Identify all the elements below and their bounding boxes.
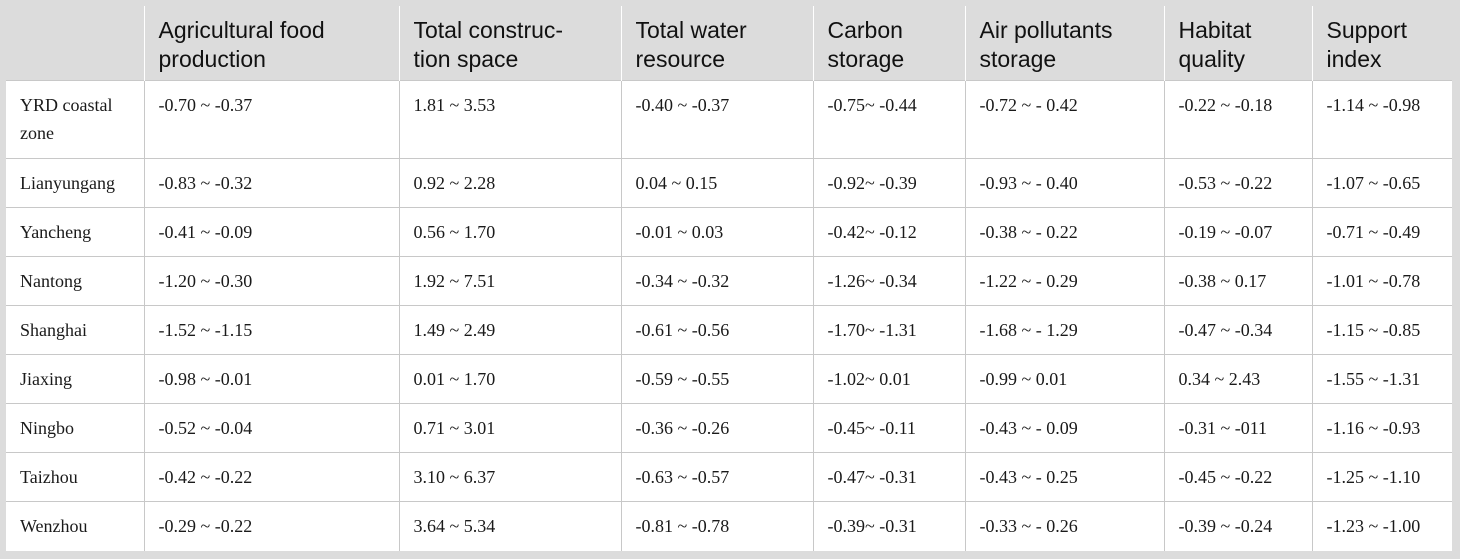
table-cell: -0.71 ~ -0.49 <box>1311 206 1452 257</box>
table-cell: -0.98 ~ -0.01 <box>143 354 399 404</box>
table-cell: -0.45 ~ -0.22 <box>1163 452 1312 502</box>
table-cell: -0.43 ~ - 0.25 <box>964 452 1164 502</box>
table-cell: -0.52 ~ -0.04 <box>143 403 399 453</box>
table-cell: -1.02~ 0.01 <box>812 354 965 404</box>
table-cell: 0.01 ~ 1.70 <box>398 354 621 404</box>
table-cell: -0.19 ~ -0.07 <box>1163 206 1312 257</box>
table-cell: -0.53 ~ -0.22 <box>1163 157 1312 208</box>
table-cell: 0.71 ~ 3.01 <box>398 403 621 453</box>
table-row: YRD coastal zone -0.70 ~ -0.37 1.81 ~ 3.… <box>6 80 1452 159</box>
table-row: Shanghai -1.52 ~ -1.15 1.49 ~ 2.49 -0.61… <box>6 305 1452 355</box>
table-cell: -1.07 ~ -0.65 <box>1311 157 1452 208</box>
table-cell: -0.39 ~ -0.24 <box>1163 501 1312 551</box>
table-cell: -0.38 ~ - 0.22 <box>964 206 1164 257</box>
table-cell: -1.15 ~ -0.85 <box>1311 305 1452 355</box>
table-cell: -0.33 ~ - 0.26 <box>964 501 1164 551</box>
table-cell: -0.63 ~ -0.57 <box>620 452 813 502</box>
header-cell-air-pollutants-storage: Air pollutants storage <box>964 6 1164 81</box>
row-label-cell: Nantong <box>6 255 144 306</box>
table-cell: -0.92~ -0.39 <box>812 157 965 208</box>
table-cell: -1.14 ~ -0.98 <box>1311 80 1452 159</box>
table-cell: 1.92 ~ 7.51 <box>398 255 621 306</box>
table-cell: -1.23 ~ -1.00 <box>1311 501 1452 551</box>
table-cell: -0.42~ -0.12 <box>812 206 965 257</box>
row-label-cell: Lianyungang <box>6 157 144 208</box>
table-cell: 0.56 ~ 1.70 <box>398 206 621 257</box>
table-cell: -1.26~ -0.34 <box>812 255 965 306</box>
table-cell: -0.01 ~ 0.03 <box>620 206 813 257</box>
table-cell: -0.29 ~ -0.22 <box>143 501 399 551</box>
table-header: Agricultural food production Total constr… <box>6 6 1452 81</box>
header-cell-total-water-resource: Total water resource <box>620 6 813 81</box>
table-row: Wenzhou -0.29 ~ -0.22 3.64 ~ 5.34 -0.81 … <box>6 501 1452 551</box>
table-cell: -0.41 ~ -0.09 <box>143 206 399 257</box>
table-row: Jiaxing -0.98 ~ -0.01 0.01 ~ 1.70 -0.59 … <box>6 354 1452 404</box>
table-cell: -0.22 ~ -0.18 <box>1163 80 1312 159</box>
table-cell: 1.81 ~ 3.53 <box>398 80 621 159</box>
header-cell-support-index: Support index <box>1311 6 1452 81</box>
table-cell: 1.49 ~ 2.49 <box>398 305 621 355</box>
row-label-cell: Wenzhou <box>6 501 144 551</box>
table-body: YRD coastal zone -0.70 ~ -0.37 1.81 ~ 3.… <box>6 80 1452 551</box>
table-cell: -0.93 ~ - 0.40 <box>964 157 1164 208</box>
table-row: Ningbo -0.52 ~ -0.04 0.71 ~ 3.01 -0.36 ~… <box>6 403 1452 453</box>
row-label-cell: Taizhou <box>6 452 144 502</box>
table-cell: 3.64 ~ 5.34 <box>398 501 621 551</box>
table-row: Taizhou -0.42 ~ -0.22 3.10 ~ 6.37 -0.63 … <box>6 452 1452 502</box>
table-cell: 0.34 ~ 2.43 <box>1163 354 1312 404</box>
data-table: Agricultural food production Total constr… <box>6 6 1452 551</box>
table-cell: -0.47 ~ -0.34 <box>1163 305 1312 355</box>
table-cell: 3.10 ~ 6.37 <box>398 452 621 502</box>
table-cell: -0.36 ~ -0.26 <box>620 403 813 453</box>
table-cell: -0.39~ -0.31 <box>812 501 965 551</box>
table-cell: -0.70 ~ -0.37 <box>143 80 399 159</box>
table-cell: -0.40 ~ -0.37 <box>620 80 813 159</box>
header-cell-total-construction-space: Total construc-tion space <box>398 6 621 81</box>
table-cell: -1.68 ~ - 1.29 <box>964 305 1164 355</box>
table-row: Lianyungang -0.83 ~ -0.32 0.92 ~ 2.28 0.… <box>6 157 1452 208</box>
table-row: Yancheng -0.41 ~ -0.09 0.56 ~ 1.70 -0.01… <box>6 206 1452 257</box>
table-cell: -1.22 ~ - 0.29 <box>964 255 1164 306</box>
row-label-cell: Yancheng <box>6 206 144 257</box>
table-cell: -0.75~ -0.44 <box>812 80 965 159</box>
table-cell: -0.61 ~ -0.56 <box>620 305 813 355</box>
table-cell: -1.55 ~ -1.31 <box>1311 354 1452 404</box>
table-cell: -1.25 ~ -1.10 <box>1311 452 1452 502</box>
row-label-cell: YRD coastal zone <box>6 80 144 159</box>
header-row: Agricultural food production Total constr… <box>6 6 1452 81</box>
table-cell: -1.52 ~ -1.15 <box>143 305 399 355</box>
table-cell: -0.34 ~ -0.32 <box>620 255 813 306</box>
table-cell: -0.59 ~ -0.55 <box>620 354 813 404</box>
table-cell: -0.43 ~ - 0.09 <box>964 403 1164 453</box>
table-cell: -0.99 ~ 0.01 <box>964 354 1164 404</box>
table-cell: -1.70~ -1.31 <box>812 305 965 355</box>
header-cell-region <box>6 6 144 81</box>
row-label-cell: Ningbo <box>6 403 144 453</box>
table-cell: -0.72 ~ - 0.42 <box>964 80 1164 159</box>
table-cell: -0.45~ -0.11 <box>812 403 965 453</box>
table-row: Nantong -1.20 ~ -0.30 1.92 ~ 7.51 -0.34 … <box>6 255 1452 306</box>
row-label-cell: Jiaxing <box>6 354 144 404</box>
table-cell: -0.81 ~ -0.78 <box>620 501 813 551</box>
table-cell: -1.01 ~ -0.78 <box>1311 255 1452 306</box>
table-cell: -0.38 ~ 0.17 <box>1163 255 1312 306</box>
table-cell: -0.31 ~ -011 <box>1163 403 1312 453</box>
table-cell: -0.42 ~ -0.22 <box>143 452 399 502</box>
table-cell: -1.20 ~ -0.30 <box>143 255 399 306</box>
table-cell: -0.83 ~ -0.32 <box>143 157 399 208</box>
header-cell-agricultural-food-production: Agricultural food production <box>143 6 399 81</box>
table-cell: -1.16 ~ -0.93 <box>1311 403 1452 453</box>
table-cell: 0.92 ~ 2.28 <box>398 157 621 208</box>
header-cell-carbon-storage: Carbon storage <box>812 6 965 81</box>
table-cell: 0.04 ~ 0.15 <box>620 157 813 208</box>
row-label-cell: Shanghai <box>6 305 144 355</box>
table-cell: -0.47~ -0.31 <box>812 452 965 502</box>
header-cell-habitat-quality: Habitat quality <box>1163 6 1312 81</box>
